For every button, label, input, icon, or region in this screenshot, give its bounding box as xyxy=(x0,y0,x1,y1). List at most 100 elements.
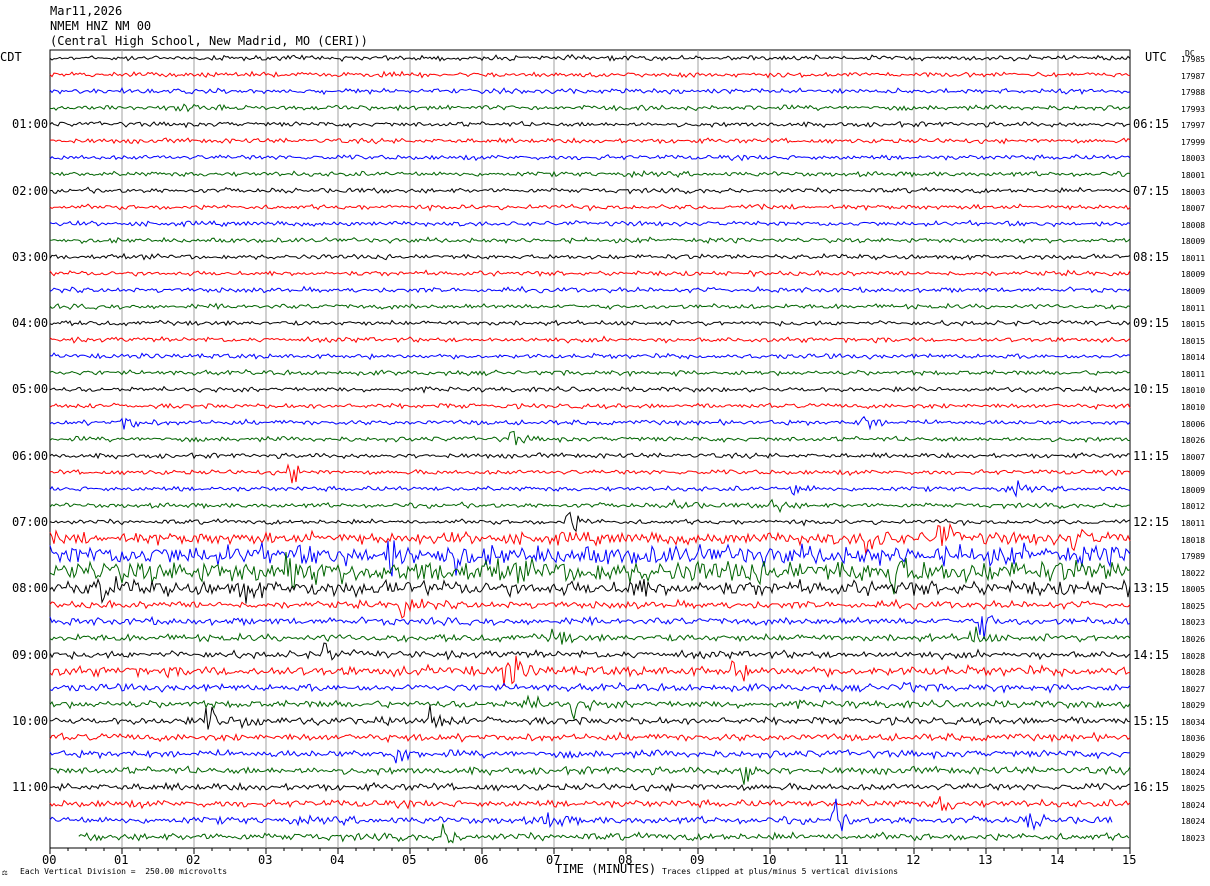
left-timezone-label: CDT xyxy=(0,50,22,64)
left-hour-label: 04:00 xyxy=(12,316,49,331)
seismic-trace-14 xyxy=(49,285,1131,294)
seismic-trace-9 xyxy=(49,203,1131,212)
dc-offset-label: 18024 xyxy=(1181,800,1206,810)
left-hour-label: 09:00 xyxy=(12,647,49,662)
dc-offset-label: 18026 xyxy=(1181,436,1206,446)
seismic-trace-34 xyxy=(49,614,1131,639)
seismic-trace-23 xyxy=(49,430,1131,446)
x-tick-label: 07 xyxy=(546,853,561,867)
dc-offset-label: 18009 xyxy=(1181,237,1206,247)
seismic-trace-33 xyxy=(49,598,1131,619)
left-hour-label: 05:00 xyxy=(12,382,49,397)
seismic-trace-45 xyxy=(49,796,1131,812)
x-tick-label: 02 xyxy=(186,853,201,867)
dc-offset-label: 18006 xyxy=(1181,419,1206,429)
seismic-trace-26 xyxy=(49,480,1131,498)
dc-offset-label: 17999 xyxy=(1181,137,1206,147)
seismic-trace-30 xyxy=(49,540,1131,577)
location-label: (Central High School, New Madrid, MO (CE… xyxy=(50,34,368,48)
dc-offset-label: 18007 xyxy=(1181,204,1206,214)
seismic-trace-31 xyxy=(49,551,1131,595)
seismic-trace-4 xyxy=(49,120,1131,129)
seismic-trace-2 xyxy=(49,87,1131,96)
seismic-trace-3 xyxy=(49,103,1131,113)
seismic-trace-39 xyxy=(49,694,1131,721)
x-tick-label: 12 xyxy=(906,853,921,867)
dc-offset-label: 18011 xyxy=(1181,518,1206,528)
seismic-trace-18 xyxy=(49,352,1131,361)
left-hour-label: 06:00 xyxy=(12,448,49,463)
left-hour-label: 03:00 xyxy=(12,249,49,264)
dc-offset-label: 18011 xyxy=(1181,369,1206,379)
dc-offset-label: 18009 xyxy=(1181,485,1206,495)
seismic-trace-25 xyxy=(49,463,1131,484)
dc-offset-label: 18028 xyxy=(1181,651,1206,661)
seismic-trace-24 xyxy=(49,452,1131,460)
dc-offset-label: 18024 xyxy=(1181,817,1206,827)
seismic-trace-41 xyxy=(49,731,1131,744)
date-label: Mar11,2026 xyxy=(50,4,123,18)
dc-offset-label: 17988 xyxy=(1181,88,1206,98)
dc-offset-label: 18029 xyxy=(1181,701,1206,711)
dc-offset-label: 18011 xyxy=(1181,253,1206,263)
seismic-trace-0 xyxy=(49,53,1131,62)
dc-offset-label: 18015 xyxy=(1181,336,1206,346)
dc-offset-label: 18024 xyxy=(1181,767,1206,777)
x-tick-label: 05 xyxy=(402,853,417,867)
seismic-trace-10 xyxy=(49,219,1131,228)
dc-offset-label: 18036 xyxy=(1181,734,1206,744)
x-tick-label: 15 xyxy=(1122,853,1137,867)
x-tick-label: 03 xyxy=(258,853,273,867)
dc-offset-label: 18010 xyxy=(1181,402,1206,412)
dc-offset-label: 18029 xyxy=(1181,750,1206,760)
seismic-trace-5 xyxy=(49,137,1131,145)
dc-offset-label: 18018 xyxy=(1181,535,1206,545)
seismic-trace-13 xyxy=(49,269,1131,278)
seismic-trace-42 xyxy=(49,748,1131,764)
dc-offset-label: 18008 xyxy=(1181,220,1206,230)
dc-offset-label: 18027 xyxy=(1181,684,1206,694)
dc-offset-label: 18009 xyxy=(1181,286,1206,296)
dc-offset-label: 18026 xyxy=(1181,634,1206,644)
right-hour-label: 08:15 xyxy=(1133,249,1170,264)
seismic-trace-17 xyxy=(49,335,1131,344)
x-tick-label: 06 xyxy=(474,853,489,867)
logo-mark: ⚖ xyxy=(2,868,8,878)
seismic-trace-46 xyxy=(49,798,1113,832)
dc-offset-label: 18015 xyxy=(1181,320,1206,330)
dc-offset-label: 18023 xyxy=(1181,833,1206,843)
x-tick-label: 09 xyxy=(690,853,705,867)
seismic-trace-7 xyxy=(49,169,1131,179)
x-tick-label: 13 xyxy=(978,853,993,867)
x-tick-label: 01 xyxy=(114,853,129,867)
station-label: NMEM HNZ NM 00 xyxy=(50,19,152,33)
seismic-trace-20 xyxy=(49,385,1131,394)
right-hour-label: 15:15 xyxy=(1133,713,1170,728)
right-hour-label: 14:15 xyxy=(1133,647,1170,662)
dc-offset-label: 18028 xyxy=(1181,668,1206,678)
seismic-trace-22 xyxy=(49,415,1131,431)
right-hour-label: 12:15 xyxy=(1133,514,1170,529)
left-hour-label: 08:00 xyxy=(12,581,49,596)
dc-offset-label: 18025 xyxy=(1181,784,1206,794)
seismic-trace-44 xyxy=(49,781,1131,793)
dc-offset-label: 18034 xyxy=(1181,717,1206,727)
dc-offset-label: 18010 xyxy=(1181,386,1206,396)
seismic-trace-28 xyxy=(49,511,1131,533)
seismic-trace-35 xyxy=(49,626,1131,645)
x-axis-title: TIME (MINUTES) xyxy=(555,862,657,876)
clip-note: Traces clipped at plus/minus 5 vertical … xyxy=(662,867,899,876)
dc-offset-label: 17987 xyxy=(1181,71,1206,81)
right-hour-label: 10:15 xyxy=(1133,382,1170,397)
seismic-trace-37 xyxy=(49,655,1131,686)
seismic-trace-43 xyxy=(49,765,1131,785)
x-tick-label: 08 xyxy=(618,853,633,867)
dc-offset-label: 18011 xyxy=(1181,303,1206,313)
dc-offset-label: 17989 xyxy=(1181,552,1206,562)
dc-offset-label: 18005 xyxy=(1181,585,1206,595)
x-tick-label: 00 xyxy=(42,853,57,867)
seismic-trace-12 xyxy=(49,252,1131,261)
dc-offset-label: 18012 xyxy=(1181,502,1206,512)
seismic-trace-38 xyxy=(49,681,1131,694)
seismic-trace-27 xyxy=(49,498,1131,514)
